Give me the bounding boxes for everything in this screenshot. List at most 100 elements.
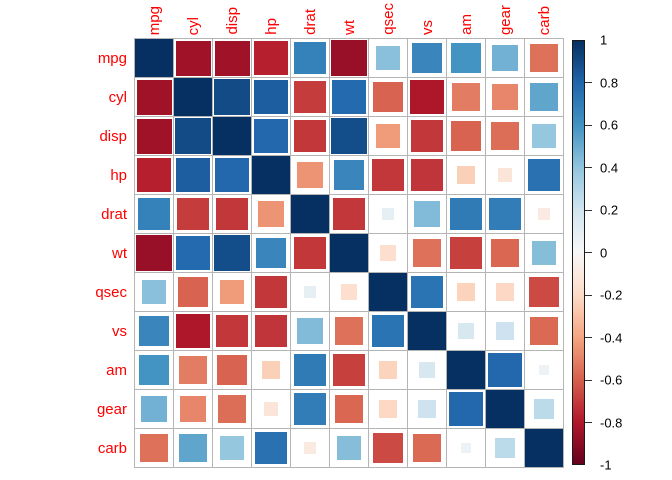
corr-square — [528, 276, 560, 308]
corr-square — [411, 120, 443, 152]
corr-square — [214, 235, 250, 271]
corr-square — [491, 44, 519, 72]
corr-cell-carb-mpg — [135, 429, 174, 468]
corr-cell-hp-disp — [213, 156, 252, 195]
corr-square — [375, 45, 401, 71]
corr-square — [532, 124, 556, 148]
row-label-text: am — [106, 362, 127, 379]
corr-square — [496, 283, 514, 301]
corr-square — [450, 237, 482, 269]
corr-cell-hp-drat — [291, 156, 330, 195]
corr-cell-gear-am — [447, 390, 486, 429]
corr-square — [331, 118, 367, 154]
corr-square — [489, 198, 521, 230]
corr-cell-disp-wt — [330, 117, 369, 156]
corr-square — [294, 81, 326, 113]
corr-cell-hp-wt — [330, 156, 369, 195]
corr-cell-mpg-cyl — [174, 39, 213, 78]
row-label-text: mpg — [97, 50, 127, 67]
corr-cell-wt-gear — [486, 234, 525, 273]
corr-square — [451, 121, 481, 151]
corr-square — [140, 395, 168, 423]
row-label-hp: hp — [0, 156, 127, 195]
corr-cell-drat-am — [447, 195, 486, 234]
corr-square — [375, 123, 401, 149]
corr-cell-gear-qsec — [369, 390, 408, 429]
corr-cell-gear-vs — [408, 390, 447, 429]
corr-cell-cyl-mpg — [135, 78, 174, 117]
row-label-gear: gear — [0, 390, 127, 429]
corr-cell-disp-hp — [252, 117, 291, 156]
col-label-cyl: cyl — [174, 0, 213, 35]
colorbar-tick-label: -0.6 — [600, 372, 623, 388]
corr-cell-disp-disp — [213, 117, 252, 156]
corr-square — [213, 117, 251, 155]
corr-cell-wt-vs — [408, 234, 447, 273]
corr-cell-drat-disp — [213, 195, 252, 234]
corr-cell-cyl-carb — [525, 78, 564, 117]
corr-cell-vs-am — [447, 312, 486, 351]
col-label-text: wt — [341, 20, 358, 35]
corr-square — [458, 323, 474, 339]
corr-square — [294, 42, 326, 74]
corr-cell-hp-am — [447, 156, 486, 195]
colorbar-tick-label: 0.6 — [600, 117, 619, 133]
corr-cell-am-am — [447, 351, 486, 390]
corr-square — [254, 314, 288, 348]
corr-cell-gear-hp — [252, 390, 291, 429]
corr-cell-vs-gear — [486, 312, 525, 351]
corr-square — [409, 79, 445, 115]
corr-square — [175, 118, 211, 154]
corr-cell-wt-cyl — [174, 234, 213, 273]
corr-cell-carb-gear — [486, 429, 525, 468]
corr-square — [294, 393, 326, 425]
corr-cell-vs-qsec — [369, 312, 408, 351]
corr-cell-vs-drat — [291, 312, 330, 351]
corr-cell-qsec-qsec — [369, 273, 408, 312]
corr-cell-carb-wt — [330, 429, 369, 468]
corr-cell-drat-hp — [252, 195, 291, 234]
corr-cell-qsec-drat — [291, 273, 330, 312]
colorbar-tick-label: -0.4 — [600, 330, 623, 345]
corr-square — [175, 157, 211, 193]
row-label-text: cyl — [108, 89, 127, 106]
corr-cell-mpg-disp — [213, 39, 252, 78]
col-label-qsec: qsec — [369, 0, 408, 35]
corr-cell-am-vs — [408, 351, 447, 390]
corr-cell-qsec-vs — [408, 273, 447, 312]
corr-square — [488, 353, 522, 387]
col-label-carb: carb — [525, 0, 564, 35]
row-label-text: carb — [97, 440, 127, 457]
corr-square — [525, 429, 563, 467]
corr-square — [214, 40, 250, 76]
corr-square — [373, 82, 403, 112]
corr-square — [254, 431, 288, 465]
corr-square — [297, 162, 323, 188]
corr-cell-vs-mpg — [135, 312, 174, 351]
corr-cell-am-carb — [525, 351, 564, 390]
corr-square — [372, 432, 404, 464]
corr-cell-vs-carb — [525, 312, 564, 351]
corr-square — [419, 362, 435, 378]
corr-cell-qsec-cyl — [174, 273, 213, 312]
colorbar-tick-label: -0.8 — [600, 415, 623, 430]
corr-square — [527, 158, 561, 192]
correlation-grid — [134, 38, 564, 468]
row-label-cyl: cyl — [0, 78, 127, 117]
corr-cell-vs-vs — [408, 312, 447, 351]
corr-cell-am-wt — [330, 351, 369, 390]
corr-square — [137, 158, 171, 192]
corr-square — [380, 245, 396, 261]
corr-square — [216, 315, 248, 347]
col-label-text: hp — [263, 18, 280, 35]
corr-square — [410, 275, 444, 309]
row-label-drat: drat — [0, 195, 127, 234]
corr-square — [538, 208, 550, 220]
corr-cell-mpg-hp — [252, 39, 291, 78]
corr-cell-am-drat — [291, 351, 330, 390]
col-label-mpg: mpg — [135, 0, 174, 35]
row-label-wt: wt — [0, 234, 127, 273]
corr-square — [411, 42, 443, 74]
corr-cell-cyl-vs — [408, 78, 447, 117]
